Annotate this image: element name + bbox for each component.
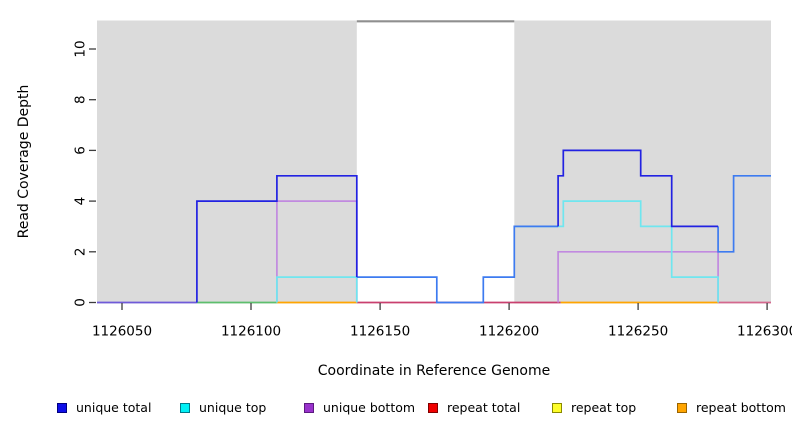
legend-item: repeat total <box>428 400 520 416</box>
legend-item-label: unique bottom <box>323 400 416 415</box>
x-tick-label: 1126200 <box>479 324 539 340</box>
unique-total-left-dark <box>196 174 358 303</box>
unique-total-right-dark <box>557 149 719 228</box>
legend-item-label: repeat total <box>447 400 521 415</box>
unique-top-left-block <box>276 276 358 303</box>
x-tick-label: 1126050 <box>92 324 152 340</box>
unique-top-right-block <box>514 200 719 303</box>
y-tick-label: 10 <box>73 40 89 57</box>
legend-item: unique bottom <box>304 400 415 416</box>
y-axis-title: Read Coverage Depth <box>16 84 32 239</box>
legend-item: repeat bottom <box>677 400 786 416</box>
unique-total-right-end <box>717 174 771 253</box>
x-tick-label: 1126150 <box>350 324 410 340</box>
y-tick-label: 8 <box>73 95 89 104</box>
legend-swatch-icon <box>428 403 438 413</box>
x-axis-title: Coordinate in Reference Genome <box>317 363 551 379</box>
legend-swatch-icon <box>304 403 314 413</box>
legend-item-label: unique total <box>76 400 152 415</box>
legend-swatch-icon <box>57 403 67 413</box>
legend-swatch-icon <box>552 403 562 413</box>
repeat-mask-left <box>97 20 357 304</box>
legend-item-label: repeat top <box>571 400 637 415</box>
legend-item-label: repeat bottom <box>696 400 786 415</box>
y-tick-label: 4 <box>73 197 89 206</box>
x-tick-label: 1126100 <box>221 324 281 340</box>
unique-total-gap <box>356 225 559 304</box>
y-tick-label: 0 <box>73 298 89 307</box>
legend-item-label: unique top <box>199 400 267 415</box>
legend-item: unique total <box>57 400 151 416</box>
y-tick-label: 2 <box>72 248 88 257</box>
repeat-mask-right <box>514 20 771 304</box>
legend-item: repeat top <box>552 400 636 416</box>
legend-item: unique top <box>180 400 266 416</box>
x-tick-label: 1126250 <box>608 324 668 340</box>
legend-swatch-icon <box>180 403 190 413</box>
legend-swatch-icon <box>677 403 687 413</box>
y-tick-label: 6 <box>73 146 89 155</box>
x-tick-label: 1126300 <box>737 324 792 340</box>
